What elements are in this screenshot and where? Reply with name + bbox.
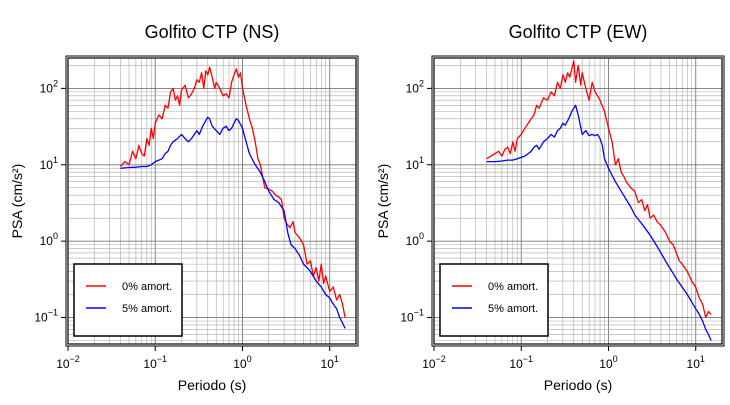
chart-panel-1: 10−2 10−1 100 101 10−1 100 101 102 Golfito CTP (… — [9, 22, 359, 393]
plot-frame — [433, 57, 723, 345]
legend-box — [73, 263, 183, 337]
y-tick-label: 10−1 — [400, 308, 424, 325]
y-tick-label: 10−1 — [34, 308, 58, 325]
legend-label: 0% amort. — [122, 281, 172, 293]
x-tick-label: 101 — [687, 354, 705, 371]
legend-box — [439, 263, 549, 337]
y-tick-label: 101 — [40, 155, 58, 172]
y-tick-label: 102 — [40, 78, 58, 95]
series-line-red — [486, 60, 712, 319]
x-tick-label: 10−1 — [143, 354, 167, 371]
legend-label: 5% amort. — [488, 303, 538, 315]
x-tick-label: 101 — [321, 354, 339, 371]
chart-panel-2: 10−2 10−1 100 101 10−1 100 101 102 Golfito CTP (… — [375, 22, 725, 393]
series-line-blue — [120, 116, 346, 329]
x-tick-label: 10−2 — [422, 354, 446, 371]
y-tick-label: 100 — [406, 231, 424, 248]
x-axis-label: Periodo (s) — [544, 377, 612, 393]
legend: 0% amort. 5% amort. — [439, 263, 549, 337]
chart-title: Golfito CTP (NS) — [145, 22, 280, 42]
x-tick-label: 100 — [599, 354, 617, 371]
y-axis-label: PSA (cm/s²) — [9, 164, 25, 239]
x-tick-label: 100 — [233, 354, 251, 371]
x-tick-label: 10−1 — [509, 354, 533, 371]
legend: 0% amort. 5% amort. — [73, 263, 183, 337]
plot-frame-outer — [431, 55, 725, 347]
series-line-red — [120, 66, 346, 318]
y-tick-label: 101 — [406, 155, 424, 172]
x-axis-label: Periodo (s) — [178, 377, 246, 393]
y-axis-label: PSA (cm/s²) — [375, 164, 391, 239]
x-tick-label: 10−2 — [56, 354, 80, 371]
legend-label: 0% amort. — [488, 281, 538, 293]
plot-frame-outer — [65, 55, 359, 347]
legend-label: 5% amort. — [122, 303, 172, 315]
y-tick-label: 102 — [406, 78, 424, 95]
plot-frame — [67, 57, 357, 345]
series-line-blue — [486, 104, 712, 341]
y-tick-label: 100 — [40, 231, 58, 248]
chart-title: Golfito CTP (EW) — [509, 22, 648, 42]
